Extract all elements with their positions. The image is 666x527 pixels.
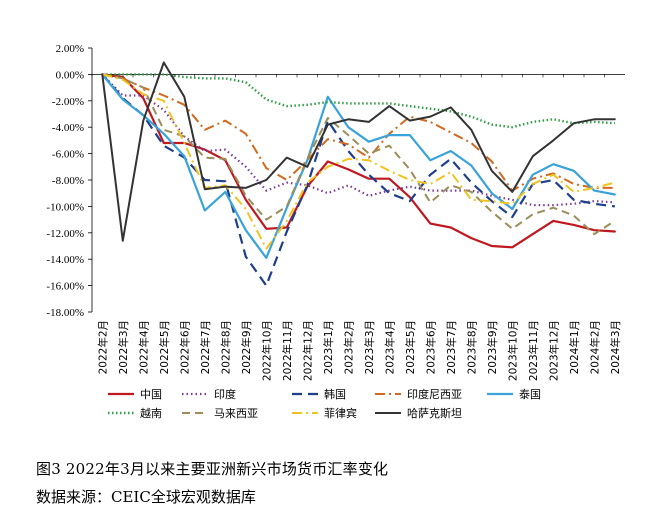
x-tick-label: 2023年8月 — [465, 320, 478, 374]
y-tick-label: 2.00% — [56, 43, 84, 55]
y-tick-label: -6.00% — [52, 149, 84, 161]
x-tick-label: 2024年2月 — [588, 320, 601, 374]
x-tick-label: 2023年2月 — [342, 320, 355, 374]
x-tick-label: 2023年7月 — [445, 320, 458, 374]
series-line-2 — [101, 73, 615, 287]
x-tick-label: 2023年1月 — [322, 320, 335, 374]
x-tick-label: 2023年12月 — [547, 320, 560, 381]
x-tick-label: 2023年4月 — [383, 320, 396, 374]
y-tick-label: -2.00% — [52, 96, 84, 108]
x-tick-label: 2022年10月 — [260, 320, 273, 381]
x-tick-label: 2022年11月 — [281, 320, 294, 381]
x-tick-label: 2022年4月 — [137, 320, 150, 374]
y-axis: 2.00% 0.00% -2.00% -4.00% -6.00% -8.00% -10.00… — [46, 43, 93, 319]
series-line-6 — [102, 73, 616, 236]
legend-label: 中国 — [140, 388, 162, 401]
series-line-1 — [101, 73, 615, 207]
legend-label: 越南 — [140, 406, 162, 420]
legend-label: 印度尼西亚 — [407, 387, 462, 401]
series-line-7 — [102, 73, 616, 250]
data-source: 数据来源：CEIC全球宏观数据库 — [36, 488, 256, 506]
line-chart: 2.00% 0.00% -2.00% -4.00% -6.00% -8.00% -10.00… — [46, 43, 625, 420]
y-tick-label: -4.00% — [52, 122, 84, 134]
y-tick-label: -18.00% — [46, 307, 84, 319]
x-tick-label: 2023年3月 — [363, 320, 376, 374]
x-tick-label: 2023年10月 — [506, 320, 519, 381]
legend-label: 菲律宾 — [324, 406, 357, 420]
legend-label: 韩国 — [324, 387, 346, 401]
x-tick-label: 2023年5月 — [404, 320, 417, 374]
x-tick-label: 2022年9月 — [240, 320, 253, 374]
legend-label: 印度 — [214, 387, 236, 401]
x-tick-label: 2024年3月 — [609, 320, 622, 374]
series-line-0 — [101, 73, 616, 249]
x-tick-label: 2022年8月 — [219, 320, 232, 374]
y-tick-label: -10.00% — [46, 201, 84, 213]
legend-label: 马来西亚 — [214, 407, 258, 420]
x-tick-label: 2022年7月 — [199, 320, 212, 374]
figure-caption: 图3 2022年3月以来主要亚洲新兴市场货币汇率变化 — [36, 460, 389, 478]
x-tick-label: 2023年9月 — [486, 320, 499, 374]
series-line-5 — [102, 73, 615, 129]
x-tick-label: 2024年1月 — [568, 320, 581, 374]
y-tick-label: -8.00% — [52, 175, 84, 187]
x-tick-label: 2022年12月 — [301, 320, 314, 381]
y-tick-label: -12.00% — [46, 228, 84, 240]
series-line-4 — [101, 73, 616, 259]
x-tick-label: 2023年11月 — [527, 320, 540, 381]
x-tick-label: 2022年2月 — [96, 320, 109, 374]
y-tick-label: -14.00% — [46, 254, 84, 266]
x-tick-label: 2022年5月 — [158, 320, 171, 374]
series-line-8 — [101, 61, 616, 242]
y-tick-label: -16.00% — [46, 281, 84, 293]
legend-label: 哈萨克斯坦 — [407, 406, 462, 420]
x-tick-label: 2022年3月 — [117, 320, 130, 374]
y-tick-label: 0.00% — [56, 69, 84, 81]
x-axis: 2022年2月 2022年3月 2022年4月 2022年5月 2022年6月 2022年… — [91, 74, 625, 381]
x-tick-label: 2022年6月 — [178, 320, 191, 374]
series-layer — [101, 61, 616, 287]
x-tick-label: 2023年6月 — [424, 320, 437, 374]
legend-label: 泰国 — [519, 387, 541, 401]
